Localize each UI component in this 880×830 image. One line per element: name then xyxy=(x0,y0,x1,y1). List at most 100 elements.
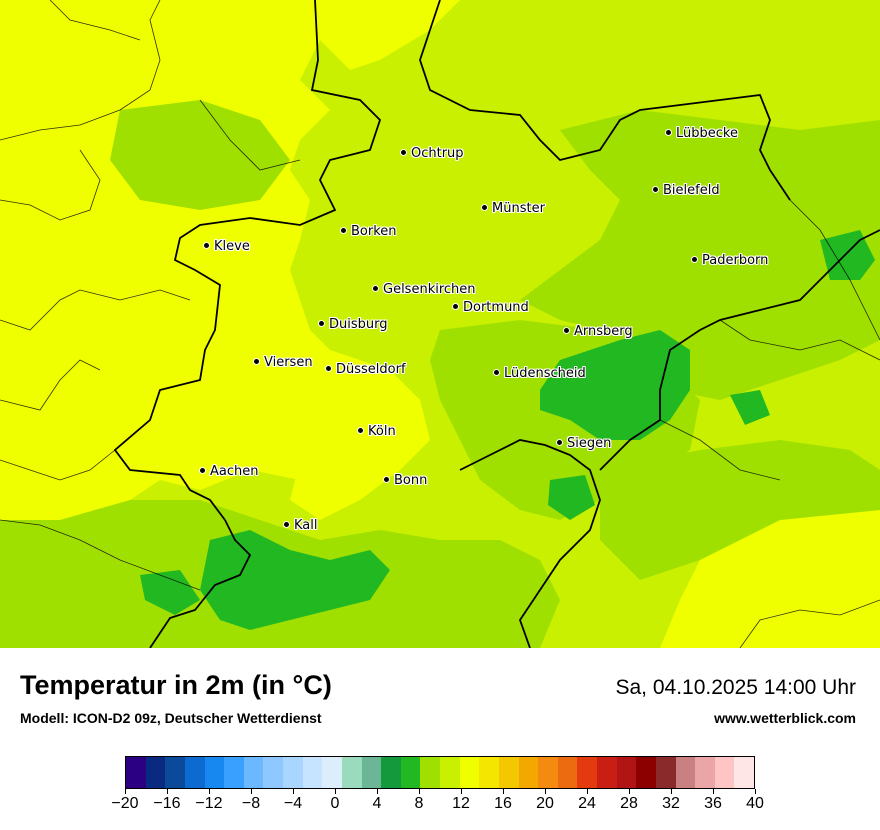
colorbar-tick-label: −8 xyxy=(241,795,261,812)
colorbar-tick-label: 12 xyxy=(452,795,470,812)
temperature-field-8-10-eifel xyxy=(200,530,390,630)
city-name: Lüdenscheid xyxy=(504,366,586,381)
nrw-border-north xyxy=(419,0,791,201)
colorbar-cell xyxy=(597,757,617,788)
colorbar-cell xyxy=(263,757,283,788)
city-label-viersen[interactable]: Viersen xyxy=(253,355,313,370)
colorbar-tick-label: −12 xyxy=(195,795,223,812)
district-border-5 xyxy=(0,449,116,481)
colorbar-cell xyxy=(479,757,499,788)
city-name: Dortmund xyxy=(463,300,529,315)
district-border-3 xyxy=(0,289,191,331)
city-name: Lübbecke xyxy=(676,126,738,141)
temperature-map[interactable]: Lübbecke Ochtrup Bielefeld Münster Borke… xyxy=(0,0,880,648)
colorbar-tick-label: 16 xyxy=(494,795,512,812)
city-marker xyxy=(203,242,210,249)
city-label-arnsberg[interactable]: Arnsberg xyxy=(563,324,633,339)
colorbar-tick-mark xyxy=(335,789,336,794)
city-marker xyxy=(325,365,332,372)
temperature-field-8-10-westeifel xyxy=(140,570,200,615)
colorbar-tick-label: 24 xyxy=(578,795,596,812)
city-marker xyxy=(318,320,325,327)
city-marker xyxy=(372,285,379,292)
colorbar-tick-mark xyxy=(671,789,672,794)
colorbar-cell xyxy=(655,757,676,788)
city-marker xyxy=(253,358,260,365)
city-marker xyxy=(383,476,390,483)
colorbar-tick-label: 20 xyxy=(536,795,554,812)
temperature-field-10-12-northwest xyxy=(110,100,290,210)
colorbar-tick-mark xyxy=(587,789,588,794)
colorbar-cell xyxy=(577,757,597,788)
city-label-ochtrup[interactable]: Ochtrup xyxy=(400,146,464,161)
website-link[interactable]: www.wetterblick.com xyxy=(714,710,856,726)
city-label-dortmund[interactable]: Dortmund xyxy=(452,300,529,315)
city-label-duisburg[interactable]: Duisburg xyxy=(318,317,388,332)
district-border-1 xyxy=(0,0,161,141)
city-label-bielefeld[interactable]: Bielefeld xyxy=(652,183,720,198)
city-name: Düsseldorf xyxy=(336,362,406,377)
city-label-aachen[interactable]: Aachen xyxy=(199,464,258,479)
colorbar-cell xyxy=(322,757,342,788)
district-border-8 xyxy=(659,419,781,481)
city-marker xyxy=(199,467,206,474)
map-title: Temperatur in 2m (in °C) xyxy=(20,670,332,700)
city-label-koeln[interactable]: Köln xyxy=(357,424,396,439)
temperature-field-8-10-patch xyxy=(730,390,770,425)
city-label-muenster[interactable]: Münster xyxy=(481,201,545,216)
nrw-border-west xyxy=(113,0,382,521)
city-label-bonn[interactable]: Bonn xyxy=(383,473,427,488)
colorbar-tick-mark xyxy=(251,789,252,794)
district-border-2 xyxy=(0,149,101,221)
city-label-paderborn[interactable]: Paderborn xyxy=(691,253,768,268)
city-name: Kleve xyxy=(214,239,250,254)
colorbar-cell xyxy=(538,757,558,788)
district-border-9 xyxy=(739,599,880,648)
city-label-siegen[interactable]: Siegen xyxy=(556,436,611,451)
city-marker xyxy=(452,303,459,310)
city-label-gelsenkirchen[interactable]: Gelsenkirchen xyxy=(372,282,476,297)
colorbar-cell xyxy=(204,757,225,788)
colorbar-cell xyxy=(126,757,146,788)
city-label-kall[interactable]: Kall xyxy=(283,518,318,533)
city-marker xyxy=(563,327,570,334)
colorbar-tick-label: 0 xyxy=(330,795,340,812)
city-label-luedenscheid[interactable]: Lüdenscheid xyxy=(493,366,586,381)
temperature-field-10-12-southeast xyxy=(600,440,880,580)
colorbar-cell xyxy=(184,757,205,788)
colorbar-cell xyxy=(381,757,401,788)
city-label-kleve[interactable]: Kleve xyxy=(203,239,250,254)
colorbar-tick-label: 4 xyxy=(372,795,382,812)
city-name: Duisburg xyxy=(329,317,388,332)
colorbar-tick-label: 36 xyxy=(704,795,722,812)
temperature-field-10-12-east xyxy=(520,110,880,400)
colorbar-tick-label: 40 xyxy=(746,795,764,812)
city-label-duesseldorf[interactable]: Düsseldorf xyxy=(325,362,406,377)
city-name: Kall xyxy=(294,518,318,533)
colorbar-tick-mark xyxy=(167,789,168,794)
colorbar-cell xyxy=(459,757,480,788)
city-marker xyxy=(493,369,500,376)
colorbar-cell xyxy=(420,757,440,788)
colorbar-cell xyxy=(283,757,303,788)
colorbar-tick-mark xyxy=(545,789,546,794)
colorbar-cell xyxy=(498,757,519,788)
map-footer: Temperatur in 2m (in °C) Modell: ICON-D2… xyxy=(0,648,880,830)
colorbar-cell xyxy=(557,757,578,788)
temperature-field-8-10-siegerland xyxy=(548,475,595,520)
city-label-borken[interactable]: Borken xyxy=(340,224,397,239)
forecast-datetime: Sa, 04.10.2025 14:00 Uhr xyxy=(615,676,856,699)
colorbar-tick-mark xyxy=(629,789,630,794)
district-border-6 xyxy=(0,519,201,591)
colorbar-tick-mark xyxy=(755,789,756,794)
city-label-luebbecke[interactable]: Lübbecke xyxy=(665,126,738,141)
colorbar-cell xyxy=(714,757,735,788)
colorbar-tick-label: 28 xyxy=(620,795,638,812)
city-name: Paderborn xyxy=(702,253,769,268)
city-name: Arnsberg xyxy=(574,324,633,339)
city-name: Gelsenkirchen xyxy=(383,282,476,297)
model-info: Modell: ICON-D2 09z, Deutscher Wetterdie… xyxy=(20,710,322,726)
city-name: Münster xyxy=(492,201,545,216)
city-name: Köln xyxy=(368,424,396,439)
city-name: Siegen xyxy=(567,436,612,451)
